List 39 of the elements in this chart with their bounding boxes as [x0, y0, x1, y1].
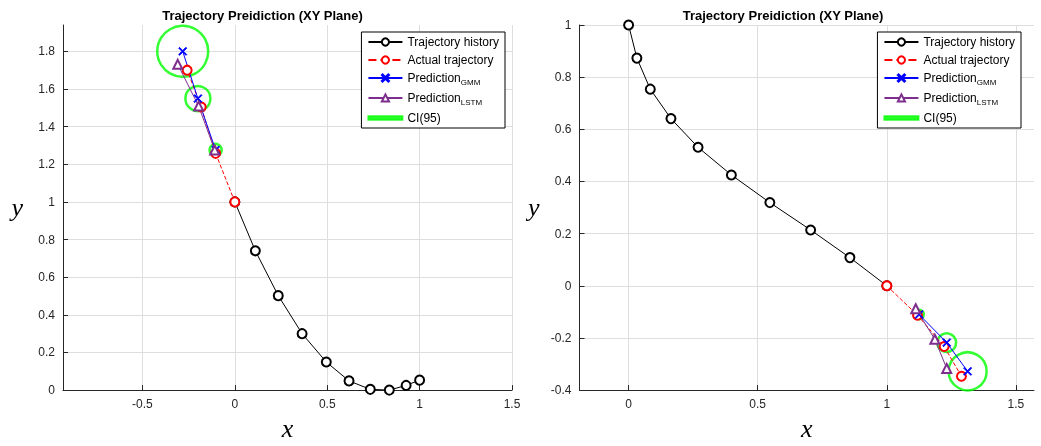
x-tick-label: 1.5 — [503, 397, 521, 412]
x-tick-label: 0 — [231, 397, 239, 412]
x-tick-label: 1 — [883, 397, 891, 412]
legend-label: Trajectory history — [923, 35, 1015, 49]
y-tick-label: 0.4 — [554, 174, 572, 189]
chart-title: Trajectory Preidiction (XY Plane) — [682, 8, 884, 23]
x-tick-label: 0.5 — [318, 397, 336, 412]
x-tick-label: 0 — [625, 397, 633, 412]
y-tick-label: 1 — [564, 18, 572, 32]
legend-label: Actual trajectory — [407, 53, 494, 67]
legend-label: Trajectory history — [407, 35, 499, 49]
x-tick-label: 0.5 — [749, 397, 767, 412]
y-tick-label: 0.2 — [38, 345, 56, 360]
y-tick-label: -0.2 — [550, 330, 572, 345]
y-tick-label: -0.4 — [550, 383, 572, 398]
legend-label: Actual trajectory — [923, 53, 1010, 67]
legend-label: CI(95) — [923, 111, 957, 125]
y-tick-label: 0.6 — [38, 270, 56, 285]
y-tick-label: 1.6 — [38, 81, 56, 96]
x-tick-label: 1 — [416, 397, 424, 412]
y-tick-label: 0.8 — [554, 70, 572, 85]
x-axis-title: x — [280, 413, 294, 443]
y-tick-label: 0.8 — [38, 232, 56, 247]
y-tick-label: 0.6 — [554, 122, 572, 137]
y-tick-label: 0 — [564, 278, 572, 293]
y-tick-label: 1.8 — [38, 44, 56, 59]
y-tick-label: 1.2 — [38, 157, 56, 172]
y-tick-label: 1.4 — [38, 119, 56, 134]
y-tick-label: 1 — [48, 194, 56, 209]
y-axis-title: y — [524, 193, 540, 223]
legend-label: CI(95) — [407, 111, 441, 125]
y-tick-label: 0 — [48, 383, 56, 398]
x-tick-label: 1.5 — [1007, 397, 1025, 412]
chart-title: Trajectory Preidiction (XY Plane) — [162, 8, 363, 23]
y-tick-label: 0.4 — [38, 307, 56, 322]
y-tick-label: 0.2 — [554, 226, 572, 241]
y-axis-title: y — [8, 193, 24, 223]
x-axis-title: x — [800, 413, 813, 443]
x-tick-label: -0.5 — [132, 397, 154, 412]
